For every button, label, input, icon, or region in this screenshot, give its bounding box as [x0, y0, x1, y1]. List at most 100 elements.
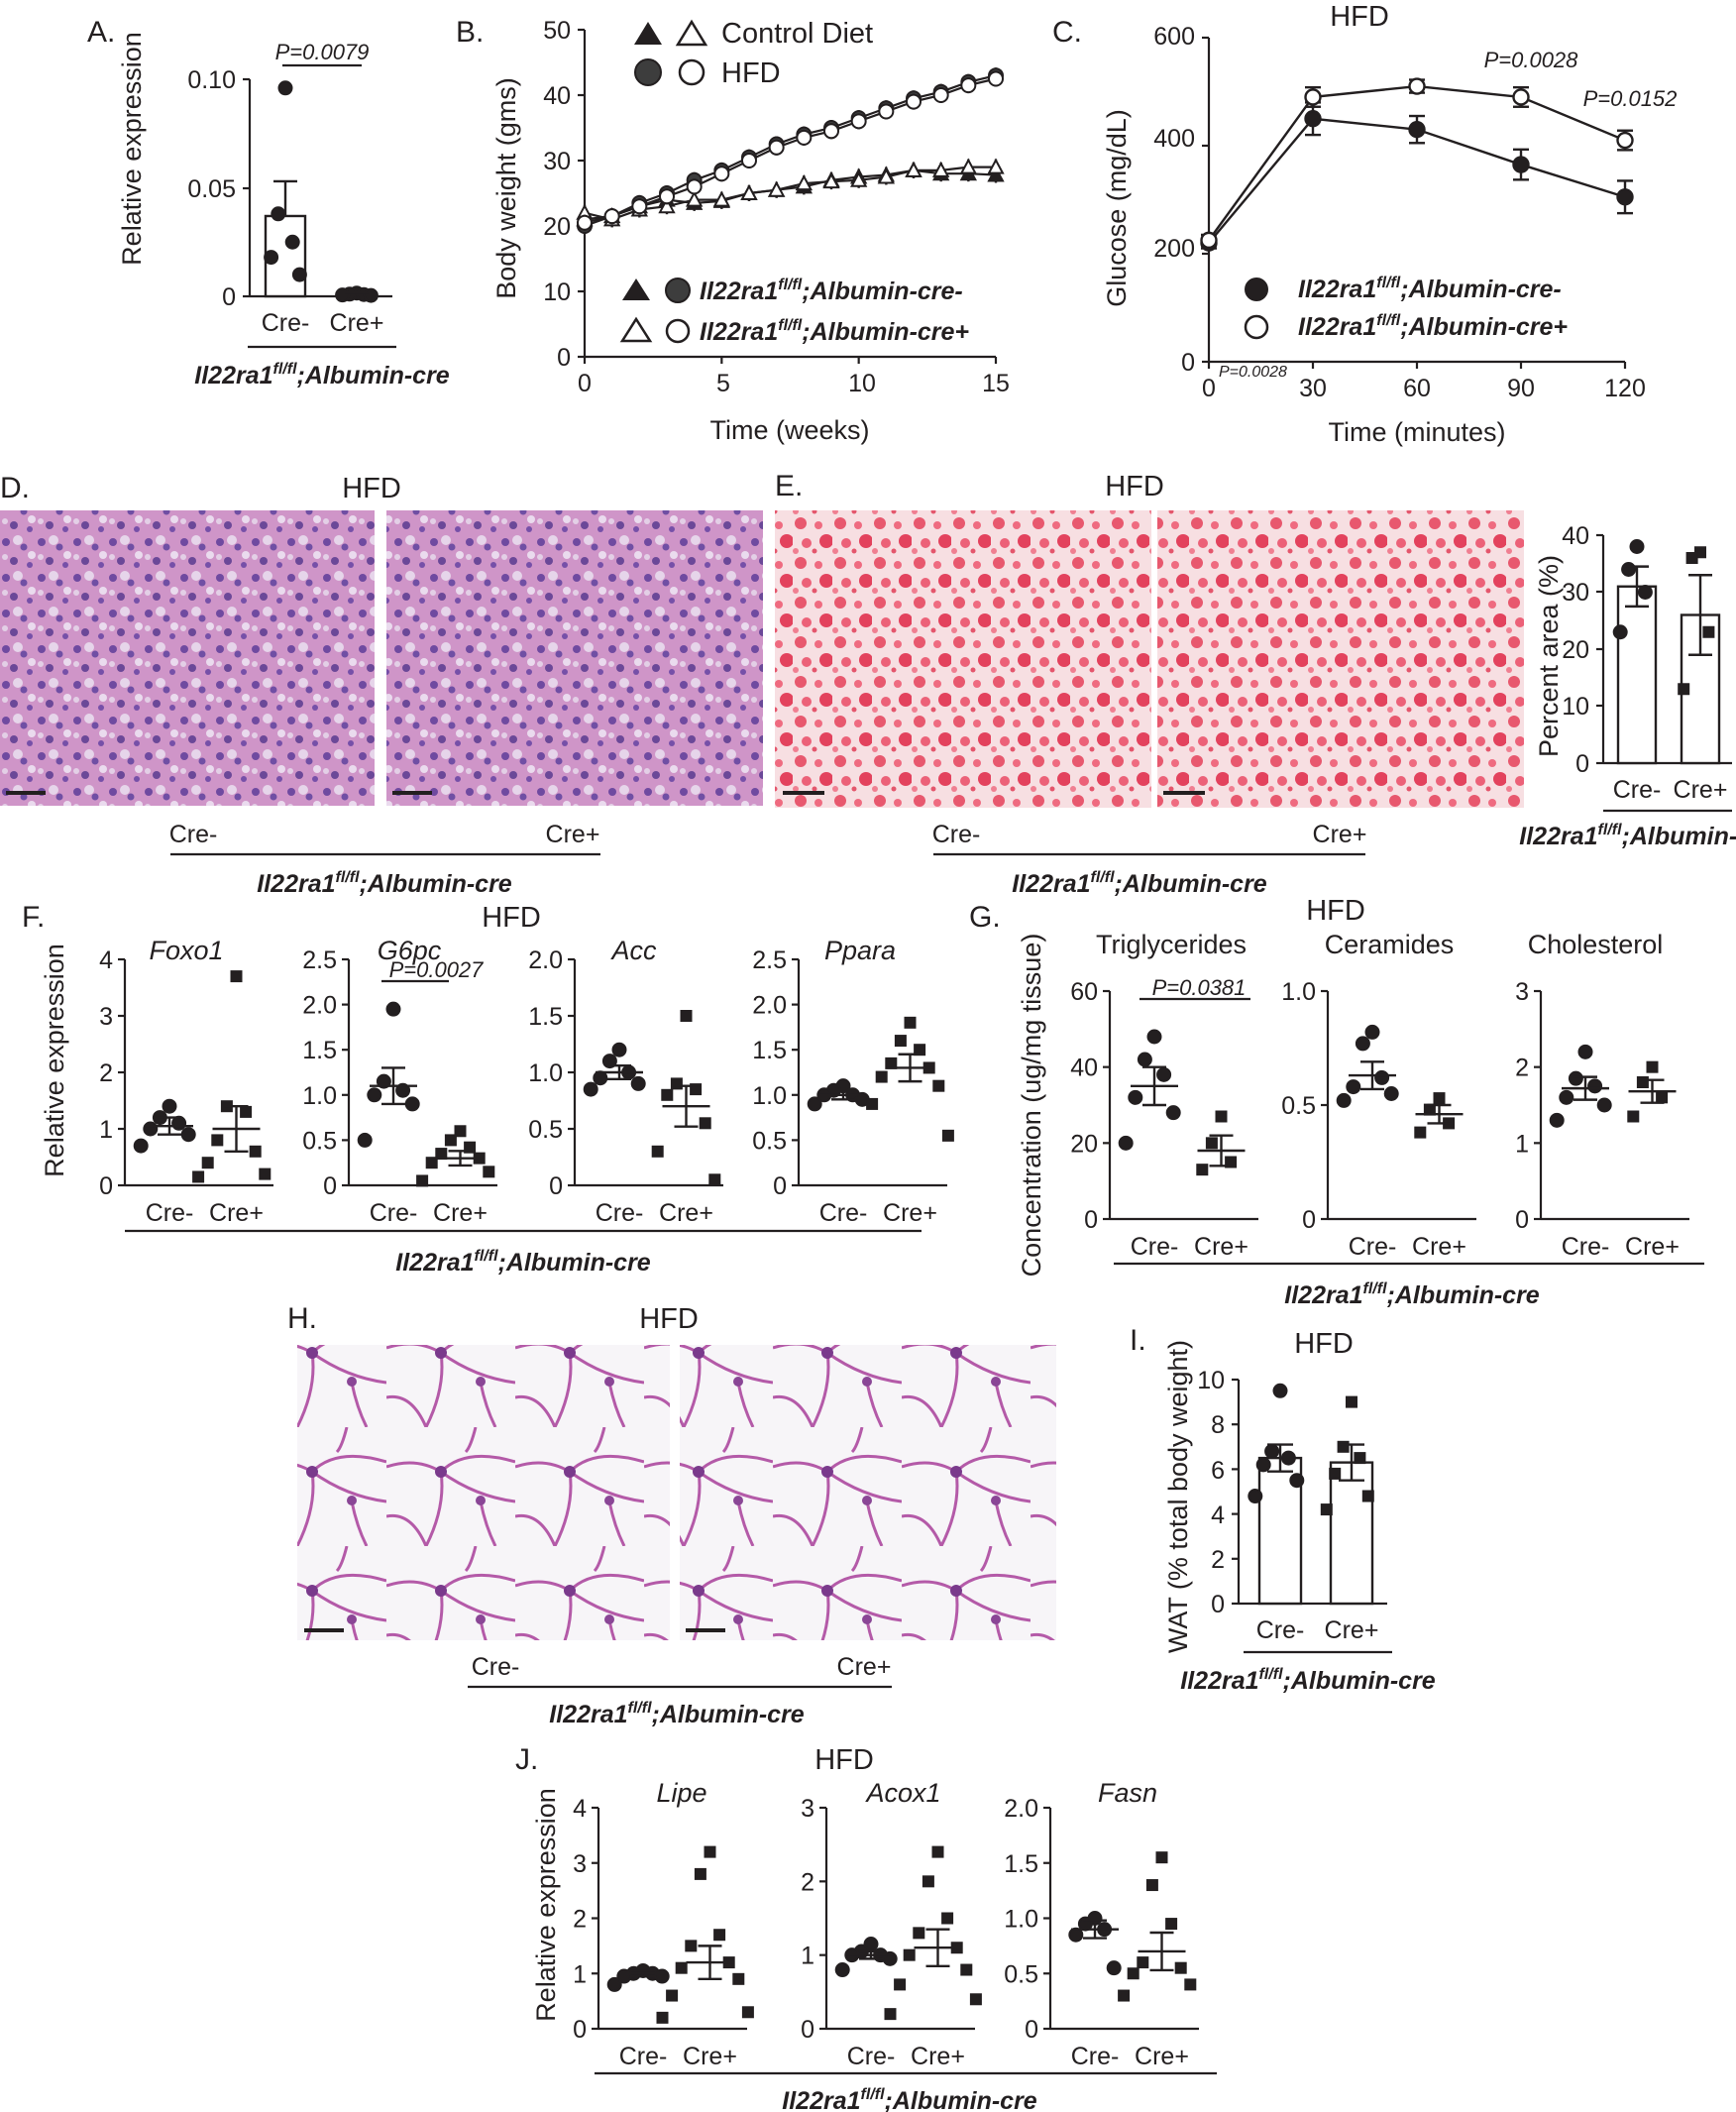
data-point	[1174, 1961, 1187, 1974]
panel-j-ylabel: Relative expression	[531, 1788, 561, 2022]
data-point	[1118, 1989, 1131, 2002]
legend-marker-open-triangle	[619, 316, 653, 343]
genotype-base: Il22ra1	[194, 362, 272, 389]
data-point	[931, 161, 950, 177]
ytick-label: 4	[99, 946, 113, 974]
panel-i-cat: Cre-	[1256, 1616, 1305, 1644]
panel-h-label: H.	[287, 1302, 317, 1335]
data-point	[1637, 585, 1653, 600]
panel-b-ytick: 0	[557, 344, 571, 372]
data-point	[1702, 625, 1715, 638]
panel-c-title: HFD	[1330, 1, 1389, 33]
data-point	[1629, 539, 1645, 554]
data-point	[712, 190, 731, 207]
panel-i-ytick: 6	[1211, 1457, 1225, 1485]
data-point	[611, 1042, 627, 1057]
panel-e-ytick: 20	[1562, 636, 1589, 664]
data-point	[1137, 1052, 1152, 1067]
category-label: Cre+	[1412, 1233, 1466, 1261]
ytick-label: 2	[1515, 1055, 1529, 1082]
data-point	[180, 1127, 196, 1143]
category-label: Cre-	[1562, 1233, 1610, 1261]
data-point	[630, 1075, 646, 1091]
ytick-label: 0.5	[528, 1116, 563, 1144]
data-point	[1118, 1135, 1134, 1151]
ytick-label: 2.5	[302, 946, 337, 974]
panel-h-cat: Cre+	[837, 1653, 892, 1681]
panel-b-ytick: 10	[543, 278, 571, 306]
panel-g-lipid: Cholesterol	[1528, 930, 1664, 959]
data-point	[849, 170, 868, 187]
data-point	[1612, 624, 1628, 640]
data-point	[914, 1044, 926, 1056]
panel-b-xtick: 0	[578, 370, 592, 397]
category-label: Cre-	[619, 2043, 668, 2070]
panel-f-gene: Acc	[609, 936, 657, 965]
panel-c-xtick: 60	[1403, 375, 1431, 402]
ytick-label: 1.5	[302, 1037, 337, 1064]
data-point	[1596, 1097, 1612, 1113]
category-label: Cre+	[659, 1199, 713, 1227]
data-point	[708, 1173, 721, 1186]
data-point	[666, 1989, 679, 2002]
data-point	[1383, 1086, 1399, 1101]
panel-c-xlabel: Time (minutes)	[1328, 417, 1505, 447]
data-point	[656, 2011, 669, 2024]
data-point	[277, 80, 293, 96]
data-point	[259, 1167, 271, 1180]
data-point	[363, 287, 379, 303]
data-point	[425, 1157, 438, 1169]
panel-b-ytick: 20	[543, 213, 571, 241]
panel-a: A. Relative expression 0.10 0.05 0 P=0.0…	[87, 16, 450, 389]
data-point	[1361, 1490, 1374, 1502]
ytick-label: 1.5	[1004, 1850, 1038, 1878]
ytick-label: 0	[323, 1172, 337, 1200]
histology-wat-cre-minus	[297, 1345, 670, 1640]
data-point	[903, 1948, 916, 1961]
ytick-label: 2.0	[752, 992, 787, 1020]
data-point	[444, 1134, 457, 1147]
data-point	[932, 87, 949, 103]
data-point	[1156, 1066, 1172, 1082]
data-point	[795, 173, 814, 191]
category-label: Cre-	[1349, 1233, 1397, 1261]
data-point	[201, 1157, 214, 1169]
data-point	[767, 180, 786, 197]
ytick-label: 2	[573, 1906, 587, 1934]
data-point	[271, 206, 286, 222]
data-point	[894, 1035, 907, 1048]
ytick-label: 0	[773, 1172, 787, 1200]
panel-d-label: D.	[0, 472, 30, 504]
data-point	[1621, 562, 1637, 577]
data-point	[284, 234, 300, 250]
category-label: Cre+	[911, 2043, 965, 2070]
panel-c-xtick: 90	[1507, 375, 1535, 402]
histology-oil-red-o-cre-minus	[775, 510, 1151, 808]
panel-f: F. HFD Relative expression 0 1 2 3 4 Cre- Cre+…	[22, 901, 954, 1277]
data-point	[834, 1962, 850, 1978]
data-point	[922, 1875, 934, 1888]
panel-i-genotype: Il22ra1fl/fl;Albumin-cre	[1180, 1666, 1436, 1695]
data-point	[1155, 1851, 1168, 1864]
panel-i-ytick: 4	[1211, 1501, 1225, 1529]
category-label: Cre-	[596, 1199, 644, 1227]
data-point	[1196, 1164, 1209, 1176]
panel-b-legend-diet: HFD	[721, 57, 781, 89]
legend-marker-filled-circle	[634, 58, 662, 86]
panel-c-ytick: 200	[1153, 235, 1195, 263]
data-point	[1408, 120, 1426, 139]
data-point	[685, 190, 704, 207]
legend-marker-filled-triangle	[634, 22, 662, 45]
panel-f-title: HFD	[482, 902, 541, 934]
panel-b-legend-geno: Il22ra1fl/fl;Albumin-cre-	[700, 277, 963, 305]
panel-g-pvalue: P=0.0381	[1152, 975, 1247, 1000]
data-point	[1304, 88, 1322, 106]
category-label: Cre+	[1625, 1233, 1680, 1261]
panel-g: G. HFD Concentration (ug/mg tissue) Trig…	[969, 895, 1704, 1309]
panel-d-cat: Cre-	[169, 821, 218, 848]
data-point	[1205, 1137, 1218, 1150]
data-point	[1656, 1091, 1669, 1104]
data-point	[606, 1976, 622, 1992]
data-point	[941, 1912, 954, 1925]
panel-j-genotype: Il22ra1fl/fl;Albumin-cre	[782, 2086, 1037, 2112]
